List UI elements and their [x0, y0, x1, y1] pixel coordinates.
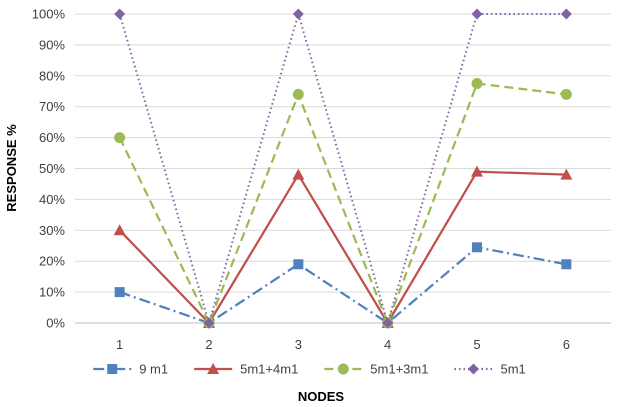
series-lines [113, 8, 573, 329]
legend-label: 5m1+4m1 [240, 362, 298, 377]
gridlines [75, 13, 611, 324]
data-point-marker [560, 88, 572, 100]
data-point-marker [114, 8, 126, 20]
x-axis-title: NODES [298, 389, 345, 404]
legend-label: 9 m1 [139, 362, 168, 377]
series-line [118, 13, 567, 324]
x-tick-label: 3 [295, 337, 302, 352]
legend-item: 9 m1 [93, 362, 168, 377]
series-line [118, 170, 567, 325]
data-point-marker [471, 78, 483, 90]
data-point-marker [471, 8, 483, 20]
legend-item: 5m1+3m1 [324, 362, 428, 377]
x-tick-label: 5 [473, 337, 480, 352]
data-point-marker [560, 8, 572, 20]
data-point-marker [292, 8, 304, 20]
x-tick-label: 4 [384, 337, 391, 352]
y-tick-label: 30% [39, 223, 65, 238]
y-axis-title: RESPONSE % [4, 124, 19, 212]
y-tick-label: 100% [32, 7, 66, 22]
legend-label: 5m1+3m1 [370, 362, 428, 377]
data-point-marker [382, 317, 394, 329]
legend-marker [337, 363, 349, 375]
data-point-marker [561, 259, 572, 270]
series-5m1-3m1 [114, 78, 572, 329]
data-point-marker [114, 287, 125, 298]
data-point-marker [114, 132, 126, 144]
x-axis-tick-labels: 1 2 3 4 5 6 [116, 337, 570, 352]
series-line [119, 246, 567, 325]
y-tick-label: 80% [39, 68, 65, 83]
data-point-marker [203, 317, 215, 329]
data-point-marker [471, 165, 483, 177]
legend-marker [107, 364, 118, 374]
data-point-marker [560, 168, 573, 180]
data-point-marker [292, 168, 305, 180]
legend-marker [467, 363, 479, 375]
y-tick-label: 0% [46, 316, 65, 331]
y-tick-label: 50% [39, 161, 65, 176]
series-5m1 [114, 8, 572, 329]
data-point-marker [292, 88, 304, 100]
y-tick-label: 20% [39, 254, 65, 269]
legend-label: 5m1 [500, 362, 525, 377]
legend-marker [207, 363, 220, 374]
legend-item: 5m1 [454, 362, 526, 377]
data-point-marker [293, 259, 304, 270]
y-tick-label: 40% [39, 192, 65, 207]
x-tick-label: 2 [205, 337, 212, 352]
data-point-marker [472, 242, 482, 253]
x-tick-label: 1 [116, 337, 123, 352]
series-5m1-4m1 [113, 165, 573, 328]
y-tick-label: 90% [39, 37, 65, 52]
x-tick-label: 6 [563, 337, 570, 352]
y-tick-label: 70% [39, 99, 65, 114]
y-axis-tick-labels: 0% 10% 20% 30% 40% 50% 60% 70% 80% 90% 100% [32, 7, 66, 331]
legend-item: 5m1+4m1 [194, 362, 298, 377]
y-tick-label: 60% [39, 130, 65, 145]
legend: 9 m1 5m1+4m1 5m1+3m1 5m1 [93, 362, 526, 377]
series-9-m1 [114, 242, 572, 328]
series-line [118, 82, 567, 325]
y-tick-label: 10% [39, 285, 65, 300]
data-point-marker [113, 224, 126, 236]
